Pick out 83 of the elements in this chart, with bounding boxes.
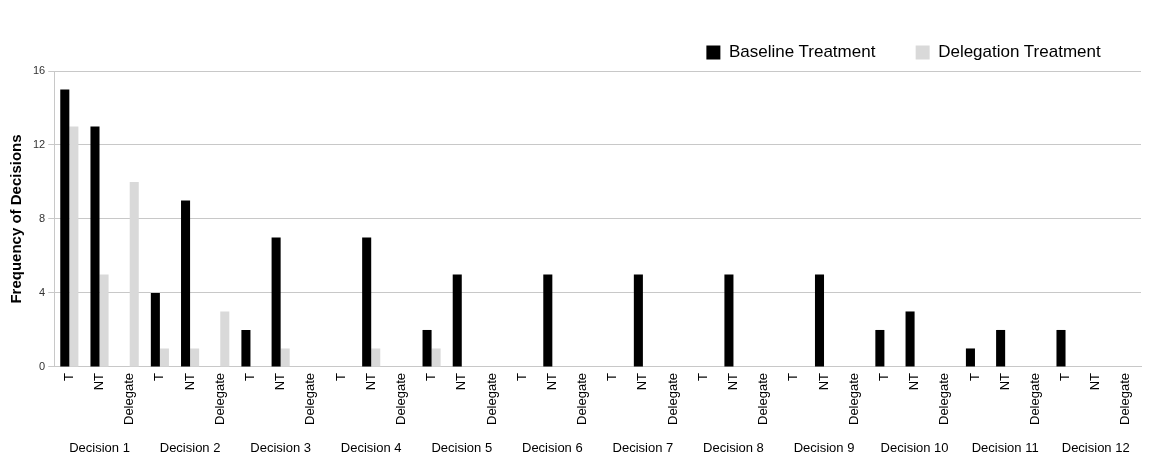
y-tick-label: 4 bbox=[39, 286, 46, 298]
x-tick-label: T bbox=[151, 372, 167, 381]
x-tick-label: Delegate bbox=[1026, 372, 1042, 426]
x-tick-label: T bbox=[60, 372, 76, 381]
x-tick-label: T bbox=[1057, 372, 1073, 381]
x-tick-label: T bbox=[875, 372, 891, 381]
bar bbox=[271, 237, 281, 367]
x-tick-label: Delegate bbox=[302, 372, 318, 426]
bar bbox=[220, 311, 230, 367]
y-tick-label: 0 bbox=[39, 359, 46, 372]
text: Decision 10 bbox=[880, 439, 949, 455]
text: Decision 2 bbox=[159, 439, 221, 455]
x-tick-label: Delegate bbox=[211, 372, 227, 426]
bar bbox=[422, 329, 432, 367]
x-tick-label: T bbox=[604, 372, 620, 381]
legend-label: Delegation Treatment bbox=[938, 42, 1101, 62]
x-tick-label: Delegate bbox=[574, 372, 590, 426]
text: Decision 12 bbox=[1061, 439, 1130, 455]
x-tick-label: NT bbox=[181, 372, 197, 391]
bar bbox=[905, 311, 915, 367]
x-tick-label: NT bbox=[996, 372, 1012, 391]
x-tick-label: NT bbox=[362, 372, 378, 391]
x-tick-label: NT bbox=[815, 372, 831, 391]
bar bbox=[60, 89, 70, 367]
x-tick-label: Delegate bbox=[121, 372, 137, 426]
bar bbox=[362, 237, 372, 367]
x-tick-label: NT bbox=[543, 372, 559, 391]
bar bbox=[190, 348, 200, 367]
bar bbox=[965, 348, 975, 367]
text: Decision 1 bbox=[69, 439, 130, 455]
bar bbox=[724, 274, 734, 367]
bar bbox=[280, 348, 290, 367]
x-tick-label: Delegate bbox=[664, 372, 680, 426]
x-tick-label: NT bbox=[91, 372, 107, 391]
x-tick-label: NT bbox=[1087, 372, 1103, 391]
bar bbox=[159, 348, 169, 367]
y-axis-title: Frequency of Decisions bbox=[7, 134, 25, 304]
x-tick-label: T bbox=[332, 372, 348, 381]
x-tick-label: Delegate bbox=[755, 372, 771, 426]
bar bbox=[150, 292, 160, 367]
x-tick-label: NT bbox=[272, 372, 288, 391]
text: Decision 9 bbox=[793, 439, 855, 455]
x-tick-label: NT bbox=[725, 372, 741, 391]
x-tick-label: T bbox=[694, 372, 710, 381]
text: Decision 7 bbox=[612, 439, 674, 455]
bar bbox=[90, 126, 100, 367]
bar bbox=[181, 200, 191, 367]
bar bbox=[633, 274, 643, 367]
x-tick-label: Delegate bbox=[936, 372, 952, 426]
x-tick-label: T bbox=[966, 372, 982, 381]
bar bbox=[69, 126, 79, 367]
x-tick-label: NT bbox=[634, 372, 650, 391]
text: Decision 11 bbox=[971, 439, 1039, 455]
text: Decision 6 bbox=[521, 439, 583, 455]
bar bbox=[99, 274, 109, 367]
text: Decision 3 bbox=[250, 439, 311, 455]
x-tick-label: T bbox=[513, 372, 529, 381]
x-tick-label: Delegate bbox=[845, 372, 861, 426]
x-tick-label: Delegate bbox=[483, 372, 499, 426]
legend-label: Baseline Treatment bbox=[728, 42, 876, 62]
bar bbox=[814, 274, 825, 367]
x-tick-label: Delegate bbox=[392, 372, 408, 426]
x-tick-label: T bbox=[785, 372, 801, 381]
bar bbox=[371, 348, 381, 367]
bar bbox=[996, 329, 1006, 367]
text: Decision 8 bbox=[703, 439, 764, 455]
text: Decision 5 bbox=[431, 439, 493, 455]
bar bbox=[241, 329, 251, 367]
bar bbox=[431, 348, 441, 367]
bar bbox=[129, 181, 139, 367]
bar bbox=[1056, 329, 1066, 367]
y-tick-label: 16 bbox=[32, 64, 46, 77]
x-tick-label: T bbox=[423, 372, 439, 381]
x-tick-label: Delegate bbox=[1117, 372, 1133, 426]
x-tick-label: NT bbox=[906, 372, 922, 391]
bar bbox=[543, 274, 553, 367]
x-tick-label: NT bbox=[453, 372, 469, 391]
x-tick-label: T bbox=[242, 372, 258, 381]
y-tick-label: 12 bbox=[32, 138, 46, 151]
bar bbox=[452, 274, 462, 367]
bar bbox=[875, 329, 885, 367]
text: Decision 4 bbox=[340, 439, 402, 455]
y-tick-label: 8 bbox=[39, 212, 46, 225]
